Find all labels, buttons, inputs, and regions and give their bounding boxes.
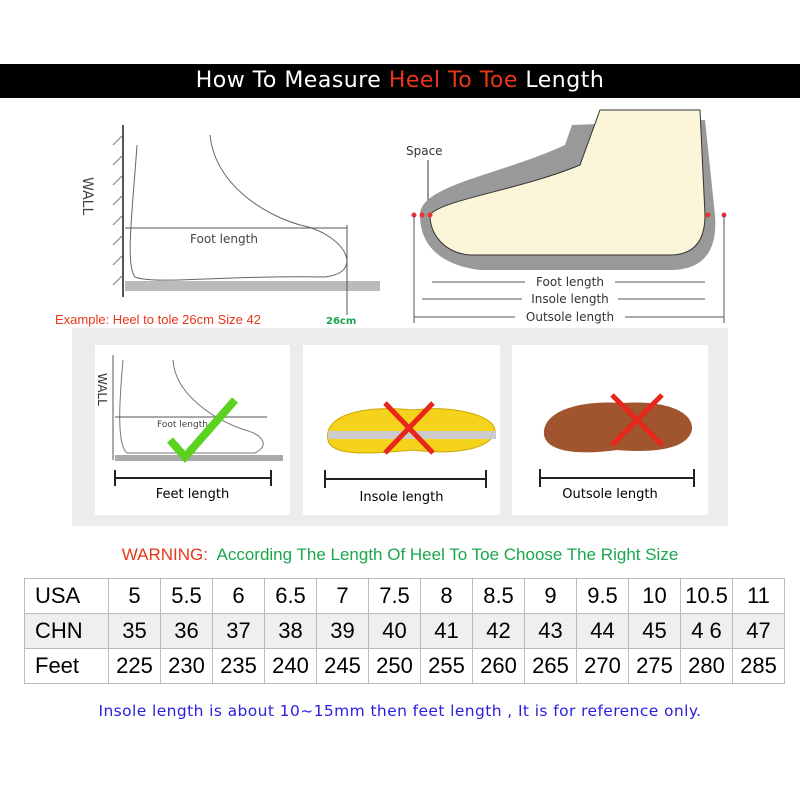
foot-length-label: Foot length [190, 232, 258, 246]
row-header: Feet [24, 648, 109, 684]
shoe-cross-section-diagram: Space Foot length Insole length Outsole … [406, 109, 727, 324]
size-cell: 10.5 [680, 578, 733, 614]
row-header: CHN [24, 613, 109, 649]
outsole-length-panel-label: Outsole length [562, 487, 658, 502]
size-cell: 230 [160, 648, 213, 684]
insole-length-panel-label: Insole length [359, 490, 444, 505]
shoe-foot-length-label: Foot length [536, 275, 604, 289]
size-cell: 10 [628, 578, 681, 614]
cross-icon [610, 393, 664, 447]
size-row-feet: Feet 225 230 235 240 245 250 255 260 265 270 275 280… [24, 648, 785, 684]
cross-icon [383, 401, 435, 455]
example-text: Example: Heel to tole 26cm Size 42 [55, 312, 261, 327]
insole-illustration [327, 401, 496, 455]
size-cell: 8.5 [472, 578, 525, 614]
panel-feet-length: WALL Foot length Feet length [95, 345, 290, 515]
size-cell: 225 [108, 648, 161, 684]
measurement-mark: 26cm [326, 316, 357, 327]
size-cell: 7 [316, 578, 369, 614]
size-cell: 280 [680, 648, 733, 684]
size-cell: 39 [316, 613, 369, 649]
title-text-end: Length [517, 68, 605, 93]
size-cell: 270 [576, 648, 629, 684]
outsole-length-label: Outsole length [526, 310, 614, 324]
warning-message: According The Length Of Heel To Toe Choo… [216, 545, 679, 564]
size-cell: 42 [472, 613, 525, 649]
size-cell: 5.5 [160, 578, 213, 614]
size-cell: 285 [732, 648, 785, 684]
size-cell: 260 [472, 648, 525, 684]
reference-note: Insole length is about 10~15mm then feet… [98, 702, 702, 720]
foot-measure-illustration: WALL Foot length [95, 355, 283, 464]
size-cell: 265 [524, 648, 577, 684]
size-cell: 41 [420, 613, 473, 649]
title-highlight: Heel To Toe [388, 68, 518, 93]
size-cell: 37 [212, 613, 265, 649]
size-cell: 250 [368, 648, 421, 684]
size-cell: 36 [160, 613, 213, 649]
size-cell: 11 [732, 578, 785, 614]
size-table: USA 5 5.5 6 6.5 7 7.5 8 8.5 9 9.5 10 10.5 11 CHN 35 36 37… [24, 578, 785, 684]
size-cell: 6.5 [264, 578, 317, 614]
panel-insole-length: Insole length [303, 345, 500, 515]
size-cell: 5 [108, 578, 161, 614]
panel-outsole-length: Outsole length [512, 345, 708, 515]
warning-prefix: WARNING: [121, 545, 208, 564]
foot-length-small: Foot length [157, 420, 208, 430]
size-cell: 6 [212, 578, 265, 614]
size-cell: 45 [628, 613, 681, 649]
size-cell: 38 [264, 613, 317, 649]
wall-label: WALL [79, 177, 95, 215]
size-cell: 255 [420, 648, 473, 684]
row-header: USA [24, 578, 109, 614]
size-cell: 9.5 [576, 578, 629, 614]
foot-against-wall-diagram: WALL Foot length [79, 125, 380, 315]
size-cell: 35 [108, 613, 161, 649]
feet-length-label: Feet length [155, 487, 230, 502]
size-cell: 47 [732, 613, 785, 649]
space-label: Space [406, 144, 443, 158]
size-row-usa: USA 5 5.5 6 6.5 7 7.5 8 8.5 9 9.5 10 10.5 11 [24, 578, 785, 614]
size-cell: 43 [524, 613, 577, 649]
size-row-chn: CHN 35 36 37 38 39 40 41 42 43 44 45 4 6 47 [24, 613, 785, 649]
title-banner: How To Measure Heel To Toe Length [0, 64, 800, 98]
size-cell: 44 [576, 613, 629, 649]
size-cell: 240 [264, 648, 317, 684]
size-cell: 8 [420, 578, 473, 614]
size-cell: 40 [368, 613, 421, 649]
warning-text: WARNING: According The Length Of Heel To… [0, 545, 800, 565]
size-cell: 275 [628, 648, 681, 684]
size-cell: 235 [212, 648, 265, 684]
title-text: How To Measure [195, 68, 389, 93]
size-cell: 245 [316, 648, 369, 684]
checkmark-icon [167, 397, 239, 464]
wall-label-small: WALL [95, 373, 109, 406]
size-cell: 7.5 [368, 578, 421, 614]
size-cell: 9 [524, 578, 577, 614]
insole-length-label: Insole length [531, 292, 609, 306]
size-cell: 4 6 [680, 613, 733, 649]
outsole-illustration [543, 393, 693, 453]
